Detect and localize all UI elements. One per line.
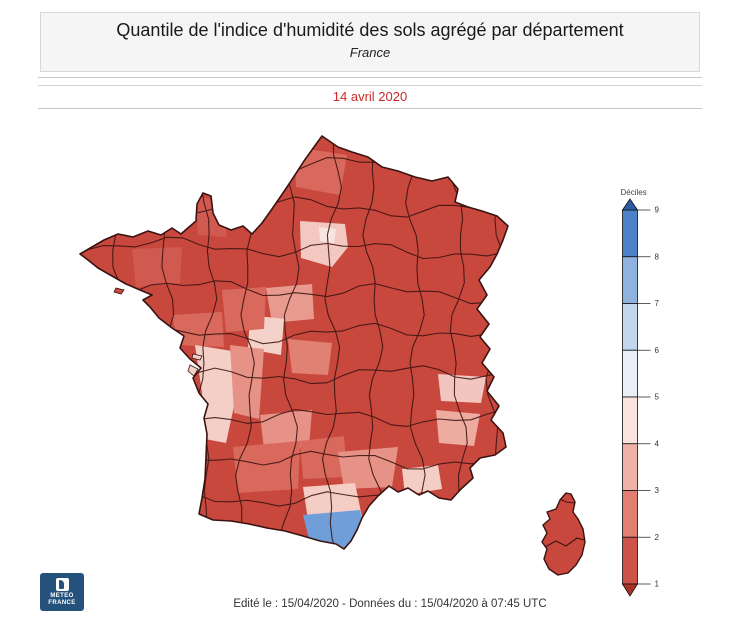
legend-arrow-top [621,198,639,211]
department-savoie-pale [438,374,486,403]
legend-segment-7 [622,536,638,585]
legend-tick-label-9: 9 [655,206,660,215]
department-sarthe-anjou [222,287,266,332]
department-somme-oise [295,147,347,195]
department-loir-et-cher [266,284,314,323]
legend-segment-0 [622,209,638,258]
meteo-france-logo-text: METEO FRANCE [48,593,75,607]
department-herault-gard [338,447,398,489]
logo-line2: FRANCE [48,599,76,606]
legend-tick-label-7: 7 [655,299,660,308]
decile-legend: Déciles 9 8 7 6 5 4 3 2 1 [621,188,660,597]
island-ile-de-re [191,353,203,361]
report-header: Quantile de l'indice d'humidité des sols… [40,12,700,72]
legend-segment-4 [622,396,638,445]
edition-footer: Edité le : 15/04/2020 - Données du : 15/… [233,598,547,610]
corsica-department-border [544,537,585,548]
legend-tick-label-1: 1 [655,580,660,589]
department-tarn [300,436,347,479]
legend-tick-label-4: 4 [655,439,660,448]
corsica [542,493,585,575]
france-choropleth-svg: Déciles 9 8 7 6 5 4 3 2 1 [79,135,660,597]
department-lot-quercy [260,410,312,449]
map-area: Déciles 9 8 7 6 5 4 3 2 1 METEO FRANCE Edité le :… [0,109,740,625]
legend-tick-label-3: 3 [655,486,660,495]
meteo-france-logo: METEO FRANCE [40,573,84,611]
department-bouches-du-rhone-pale [402,465,442,495]
department-hautes-alpes [436,410,480,446]
legend-title: Déciles [621,188,647,197]
corsica-outline [541,492,586,576]
department-vendee [172,312,224,347]
department-aude-pale [303,483,362,520]
legend-segment-6 [622,490,638,538]
department-indre-berry [288,339,332,375]
legend-arrow-bottom [621,583,639,597]
legend-segment-5 [622,443,638,491]
department-charente [230,345,264,419]
france-outline [79,135,509,550]
logo-line1: METEO [50,592,74,599]
date-banner: 14 avril 2020 [332,89,408,104]
island-belle-ile [113,287,125,295]
department-morbihan [132,247,182,287]
divider-date-top [38,85,702,86]
divider-top [38,77,702,78]
legend-tick-label-8: 8 [655,252,660,261]
legend-tick-label-2: 2 [655,533,660,542]
department-gers-gascogne [233,441,300,493]
legend-segment-2 [622,303,638,351]
legend-tick-label-5: 5 [655,393,660,402]
divider-date-bottom [38,108,702,109]
report-subtitle: France [349,45,391,60]
legend-segment-1 [622,256,638,304]
legend-segment-3 [622,349,638,398]
meteo-france-icon [55,577,69,591]
report-title: Quantile de l'indice d'humidité des sols… [116,20,624,40]
legend-tick-label-6: 6 [655,346,660,355]
